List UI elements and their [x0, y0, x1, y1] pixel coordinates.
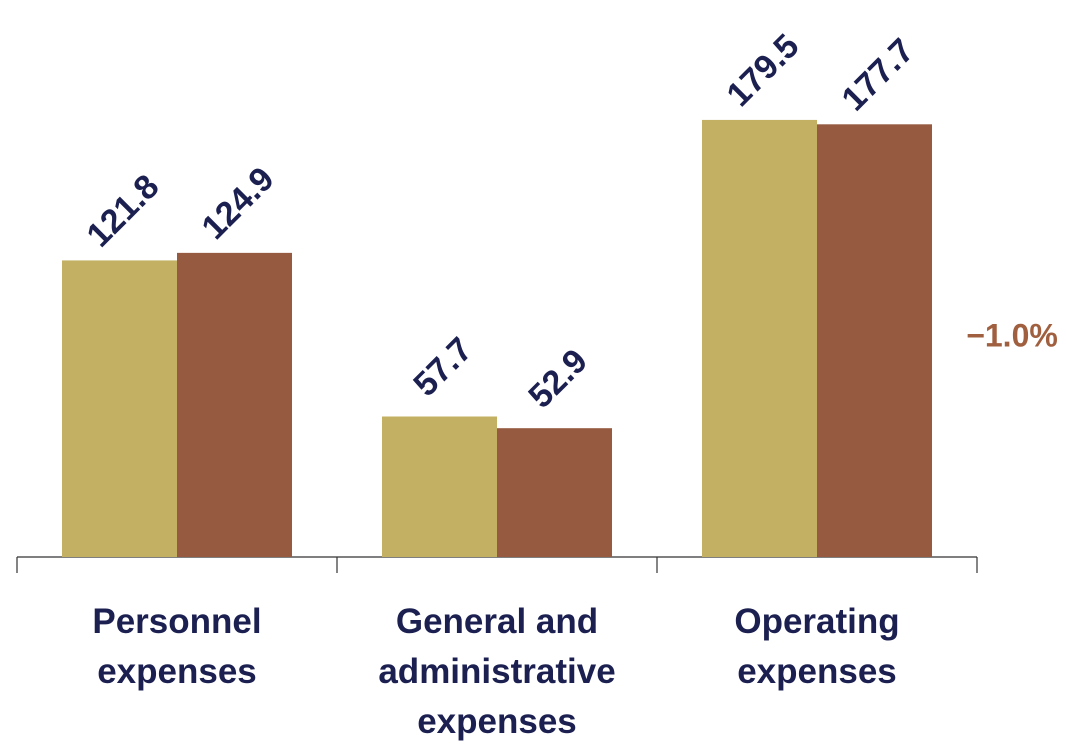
bar	[62, 260, 177, 557]
value-label: 124.9	[195, 160, 282, 247]
x-tick-label: General and administrative expenses	[378, 602, 616, 741]
value-label: 177.7	[835, 31, 922, 118]
x-tick-label: Personnel expenses	[92, 602, 262, 691]
bar	[702, 119, 817, 557]
bar	[817, 124, 932, 557]
value-label: 121.8	[80, 167, 167, 254]
value-label: 179.5	[720, 27, 807, 114]
bar	[382, 416, 497, 557]
x-tick-label: Operating expenses	[734, 602, 900, 691]
annotation: −1.0%	[966, 317, 1058, 353]
bar	[497, 428, 612, 557]
value-label: 52.9	[521, 342, 595, 416]
value-label: 57.7	[406, 330, 480, 404]
bar	[177, 252, 292, 557]
